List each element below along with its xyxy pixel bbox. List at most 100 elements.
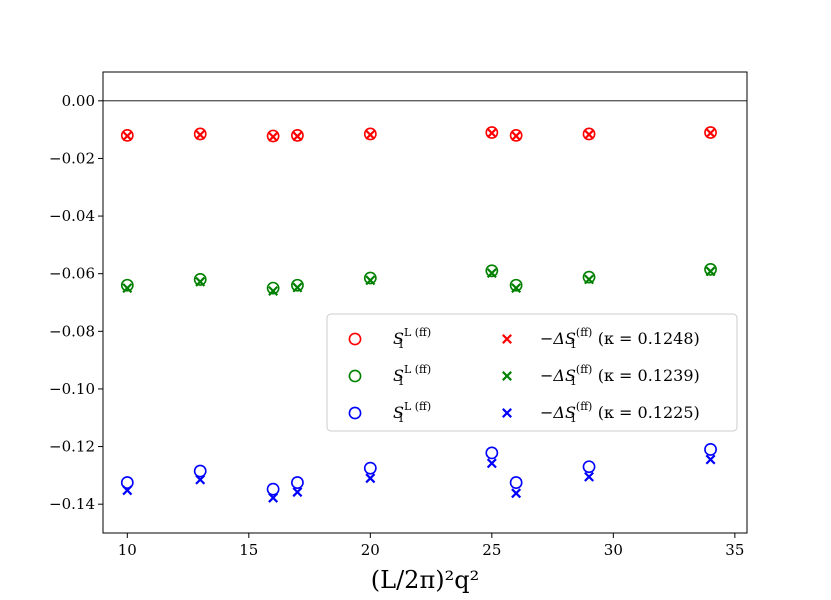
legend-circle-marker [348, 369, 362, 383]
data-point-x [486, 128, 497, 139]
y-tick-label: −0.04 [49, 207, 95, 225]
data-point-circle [266, 482, 280, 496]
x-marker-stroke [486, 268, 497, 279]
data-point-circle [509, 278, 523, 292]
x-marker-stroke [268, 285, 279, 296]
data-point-circle [266, 129, 280, 143]
data-point-circle [291, 476, 304, 489]
data-point-x [584, 471, 595, 482]
x-marker-stroke [511, 488, 522, 499]
data-point-x [511, 488, 522, 499]
data-point-circle [193, 464, 207, 478]
x-marker-stroke [502, 371, 512, 381]
y-tick-label: −0.12 [49, 438, 95, 456]
data-point-circle [704, 262, 717, 276]
legend-x-marker [502, 408, 512, 418]
data-point-x [511, 283, 522, 294]
x-marker-stroke [122, 283, 133, 294]
data-point-x [195, 474, 206, 485]
data-point-circle [485, 446, 499, 460]
plot-area [102, 71, 748, 534]
x-axis: 10 15 20 25 30 35 [118, 533, 744, 559]
legend-x-label: −ΔS(ff) 1 (κ = 0.1225) [540, 400, 700, 425]
legend-x-label: −ΔS(ff) 1 (κ = 0.1248) [540, 326, 700, 351]
data-point-circle [485, 126, 499, 139]
x-marker-stroke [365, 473, 376, 484]
data-point-x [365, 129, 376, 140]
x-marker-stroke [268, 131, 279, 142]
data-point-circle [120, 278, 134, 292]
x-tick-label: 35 [725, 541, 744, 559]
data-point-x [292, 282, 303, 293]
legend-box [326, 313, 738, 432]
legend-x-label: −ΔS(ff) 1 (κ = 0.1239) [540, 363, 700, 388]
y-tick-label: 0.00 [62, 92, 95, 110]
data-point-circle [363, 127, 377, 141]
legend-x-marker [502, 371, 512, 381]
x-marker-stroke [365, 129, 376, 140]
data-point-x [292, 131, 303, 142]
data-point-x [486, 268, 497, 279]
legend-circle-marker [348, 406, 362, 420]
x-marker-stroke [365, 275, 376, 286]
data-point-x [365, 473, 376, 484]
data-point-x [268, 131, 279, 142]
data-point-x [268, 492, 279, 503]
data-point-circle [193, 273, 207, 286]
data-point-circle [266, 281, 280, 295]
legend-circle-marker [348, 332, 362, 346]
data-point-x [584, 129, 595, 140]
data-point-x [584, 274, 595, 285]
x-tick-label: 20 [361, 541, 380, 559]
data-point-x [195, 129, 206, 140]
y-tick-label: −0.08 [49, 322, 95, 340]
data-point-x [268, 285, 279, 296]
y-tick-label: −0.06 [49, 265, 95, 283]
x-marker-stroke [292, 282, 303, 293]
x-marker-stroke [511, 130, 522, 141]
data-point-circle [120, 128, 134, 142]
x-marker-stroke [584, 274, 595, 285]
x-marker-stroke [502, 408, 512, 418]
data-point-circle [363, 271, 377, 285]
x-marker-stroke [486, 458, 497, 469]
x-marker-stroke [705, 266, 716, 277]
data-point-circle [704, 443, 717, 456]
data-point-circle [291, 278, 304, 292]
x-marker-stroke [122, 130, 133, 141]
x-tick-label: 15 [239, 541, 258, 559]
data-point-circle [582, 460, 596, 474]
data-point-circle [582, 127, 596, 141]
x-tick-label: 10 [118, 541, 137, 559]
data-point-circle [291, 128, 304, 142]
plot-frame [102, 71, 748, 534]
data-point-circle [120, 476, 134, 489]
y-axis: 0.00 −0.02 −0.04 −0.06 −0.08 −0.10 −0.12 −0.14 [49, 92, 103, 513]
legend-x-marker [502, 334, 512, 344]
data-point-circle [509, 128, 523, 142]
x-marker-stroke [705, 128, 716, 139]
x-axis-title: (L/2π)²q² [371, 566, 479, 594]
x-tick-label: 25 [482, 541, 501, 559]
data-point-circle [485, 264, 499, 278]
data-point-circle [704, 126, 717, 139]
data-markers [120, 126, 717, 503]
x-marker-stroke [268, 492, 279, 503]
x-marker-stroke [511, 283, 522, 294]
legend-circle-label: SL (ff) 1 [393, 326, 431, 351]
legend-circle-label: SL (ff) 1 [393, 400, 431, 425]
x-marker-stroke [195, 276, 206, 287]
data-point-circle [363, 461, 377, 475]
data-point-x [292, 487, 303, 498]
data-point-x [705, 454, 716, 465]
data-point-circle [193, 127, 207, 141]
data-point-x [195, 276, 206, 287]
data-point-x [705, 266, 716, 277]
x-marker-stroke [195, 474, 206, 485]
data-point-x [122, 130, 133, 141]
data-point-x [365, 275, 376, 286]
data-point-x [511, 130, 522, 141]
x-marker-stroke [486, 128, 497, 139]
y-tick-label: −0.10 [49, 380, 95, 398]
